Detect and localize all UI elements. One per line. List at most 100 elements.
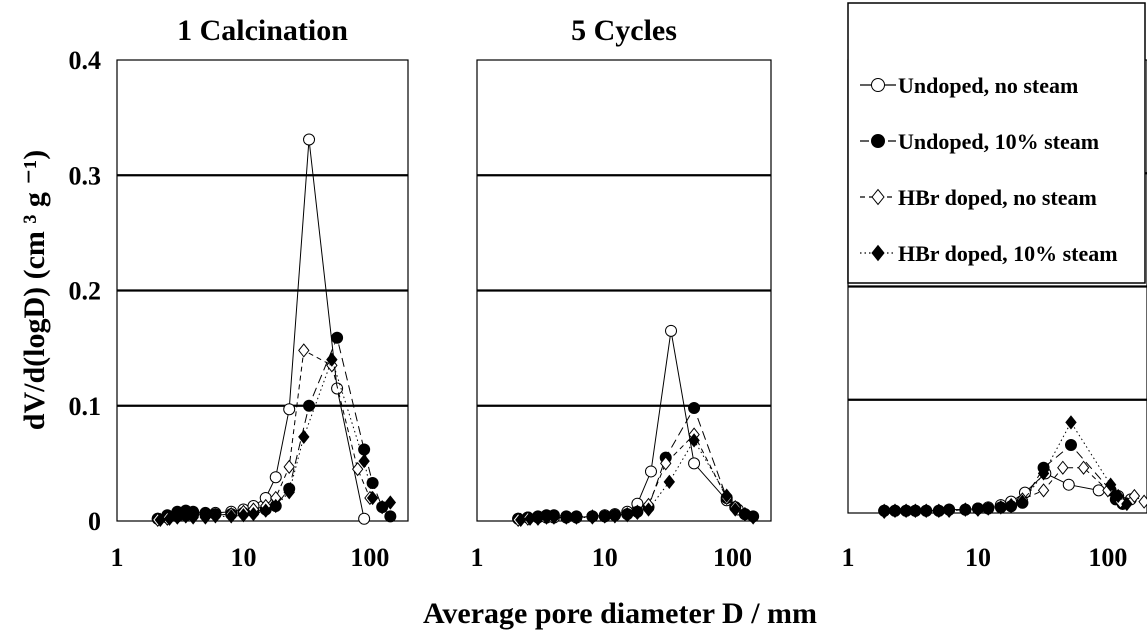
panel-3: 13 Cycles110100Undoped, no steamUndoped,… xyxy=(842,2,1147,572)
data-point xyxy=(1037,466,1050,481)
data-point xyxy=(247,506,260,522)
series-4 xyxy=(515,433,759,527)
data-point xyxy=(283,459,295,474)
data-point xyxy=(920,503,932,518)
panel-1: 1 Calcination 0 0.1 0.2 0.3 0.4 1 10 100 xyxy=(69,14,409,572)
data-point xyxy=(1037,483,1050,498)
data-point xyxy=(384,495,397,510)
data-point xyxy=(515,512,527,527)
data-point xyxy=(943,503,955,518)
x-tick-label: 10 xyxy=(965,543,991,572)
legend-marker xyxy=(871,134,885,148)
data-point xyxy=(660,456,672,471)
panel-title: 1 Calcination xyxy=(177,14,348,47)
data-point xyxy=(1128,488,1141,504)
legend-marker xyxy=(871,188,885,206)
data-point xyxy=(995,500,1007,515)
data-point xyxy=(524,511,536,526)
data-point xyxy=(1104,477,1117,492)
data-point xyxy=(283,485,295,500)
x-axis-label: Average pore diameter D / mm xyxy=(423,597,817,630)
data-point xyxy=(303,399,316,412)
series-line xyxy=(884,467,1145,512)
data-point xyxy=(720,488,733,503)
data-point xyxy=(609,509,621,524)
data-point xyxy=(366,490,379,506)
legend-marker xyxy=(871,244,885,262)
data-point xyxy=(548,510,560,525)
data-point xyxy=(187,510,199,525)
data-point xyxy=(540,510,553,525)
series-line xyxy=(518,433,746,521)
data-point xyxy=(260,503,272,518)
data-point xyxy=(878,504,890,519)
data-point xyxy=(1016,494,1029,509)
series-4 xyxy=(154,352,397,527)
data-point xyxy=(1077,460,1090,475)
panel-2: 5 Cycles 1 10 100 xyxy=(471,14,772,572)
legend-label: HBr doped, 10% steam xyxy=(898,241,1118,266)
data-point xyxy=(599,509,611,524)
data-point xyxy=(1138,494,1147,509)
y-tick-label: 0.4 xyxy=(69,46,102,75)
data-point xyxy=(1062,478,1075,491)
x-tick-label: 100 xyxy=(350,543,389,572)
series-line xyxy=(157,139,365,520)
data-point xyxy=(376,500,388,515)
data-point xyxy=(570,510,583,525)
data-point xyxy=(1064,439,1077,452)
series-1 xyxy=(512,324,751,525)
data-point xyxy=(298,343,310,358)
series-line xyxy=(157,349,371,521)
data-point xyxy=(586,510,599,525)
data-point xyxy=(358,512,371,525)
data-point xyxy=(747,510,759,525)
data-point xyxy=(303,133,316,146)
data-point xyxy=(532,511,544,526)
legend-label: HBr doped, no steam xyxy=(898,185,1097,210)
data-point xyxy=(1065,415,1077,430)
data-point xyxy=(171,510,184,525)
legend-box xyxy=(847,2,1146,284)
data-point xyxy=(631,505,644,521)
x-tick-label: 100 xyxy=(1088,543,1127,572)
data-point xyxy=(933,503,945,518)
legend-label: Undoped, no steam xyxy=(898,73,1078,98)
data-point xyxy=(180,509,192,524)
data-point xyxy=(688,402,701,415)
series-line xyxy=(157,336,391,520)
x-tick-label: 100 xyxy=(713,543,752,572)
y-tick-label: 0.1 xyxy=(69,392,102,421)
series-4 xyxy=(878,415,1133,519)
data-point xyxy=(972,502,984,517)
data-point xyxy=(900,503,912,518)
data-point xyxy=(270,498,282,514)
data-point xyxy=(269,471,282,484)
data-point xyxy=(1057,460,1069,475)
data-point xyxy=(663,474,676,489)
data-point xyxy=(366,476,379,489)
y-tick-label: 0.2 xyxy=(69,277,102,306)
legend-marker xyxy=(871,78,885,92)
legend: Undoped, no steam Undoped, 10% steam HBr d… xyxy=(847,2,1146,284)
data-point xyxy=(331,331,344,344)
data-point xyxy=(739,506,751,522)
data-point xyxy=(199,510,212,525)
x-tick-label: 10 xyxy=(592,543,618,572)
data-point xyxy=(154,512,167,527)
data-point xyxy=(209,509,222,524)
x-tick-label: 1 xyxy=(471,543,484,572)
data-point xyxy=(688,433,700,448)
panel-title: 5 Cycles xyxy=(571,14,677,47)
data-point xyxy=(326,352,338,367)
data-point xyxy=(1005,499,1017,514)
data-point xyxy=(688,457,701,470)
data-point xyxy=(331,382,344,395)
data-point xyxy=(959,502,972,517)
x-tick-label: 1 xyxy=(111,543,124,572)
series-1 xyxy=(151,133,371,525)
data-point xyxy=(560,510,573,525)
data-point xyxy=(982,501,994,516)
legend-label: Undoped, 10% steam xyxy=(898,129,1099,154)
series-line xyxy=(518,330,746,520)
